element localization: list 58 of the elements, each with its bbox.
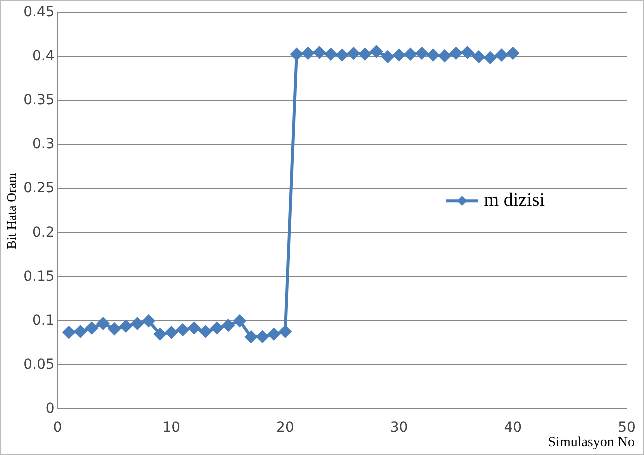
y-tick-label: 0.1 (32, 312, 55, 329)
point (348, 48, 360, 60)
point (404, 48, 417, 60)
point (154, 328, 166, 340)
y-axis-title: Bit Hata Oranı (4, 172, 20, 250)
y-tick-label: 0.4 (32, 48, 55, 65)
point (393, 49, 406, 62)
point (131, 318, 144, 330)
point (370, 46, 383, 58)
y-tick-label: 0.45 (24, 4, 55, 21)
x-axis-title: Simulasyon No (548, 436, 635, 451)
point (507, 48, 520, 60)
point (234, 315, 246, 328)
point (279, 326, 292, 338)
point (450, 48, 462, 60)
point (256, 331, 269, 344)
point (177, 324, 189, 336)
point (336, 49, 348, 62)
point (473, 51, 485, 64)
y-tick-label: 0.25 (24, 180, 55, 197)
x-tick-label: 50 (618, 420, 636, 436)
point (166, 326, 178, 339)
x-tick-label: 20 (276, 420, 294, 436)
y-tick-label: 0.35 (24, 92, 55, 109)
point (290, 48, 303, 60)
y-tick-label: 0.2 (32, 224, 55, 241)
point (314, 46, 326, 59)
point (325, 48, 337, 60)
y-tick-label: 0.3 (32, 136, 55, 153)
point (108, 323, 121, 336)
point (268, 328, 280, 340)
point (63, 326, 76, 339)
y-tick-label: 0 (46, 400, 55, 417)
point (188, 322, 200, 334)
point (462, 46, 474, 59)
point (245, 331, 258, 344)
point (86, 322, 98, 334)
point (211, 322, 224, 334)
point (200, 326, 212, 338)
point (74, 326, 87, 338)
point (302, 48, 314, 60)
point (382, 51, 394, 64)
legend-label: m dizisi (484, 190, 546, 212)
point (496, 49, 508, 62)
point (484, 52, 496, 64)
x-tick-label: 30 (390, 420, 408, 436)
point (427, 49, 440, 62)
point (438, 50, 451, 62)
x-tick-label: 40 (504, 420, 522, 436)
point (416, 48, 428, 60)
point (120, 320, 132, 332)
y-tick-label: 0.15 (24, 268, 55, 285)
point (222, 320, 235, 332)
point (359, 48, 372, 60)
point (142, 315, 155, 328)
point (97, 318, 110, 330)
y-tick-label: 0.05 (24, 356, 55, 373)
x-tick-label: 10 (162, 420, 181, 436)
